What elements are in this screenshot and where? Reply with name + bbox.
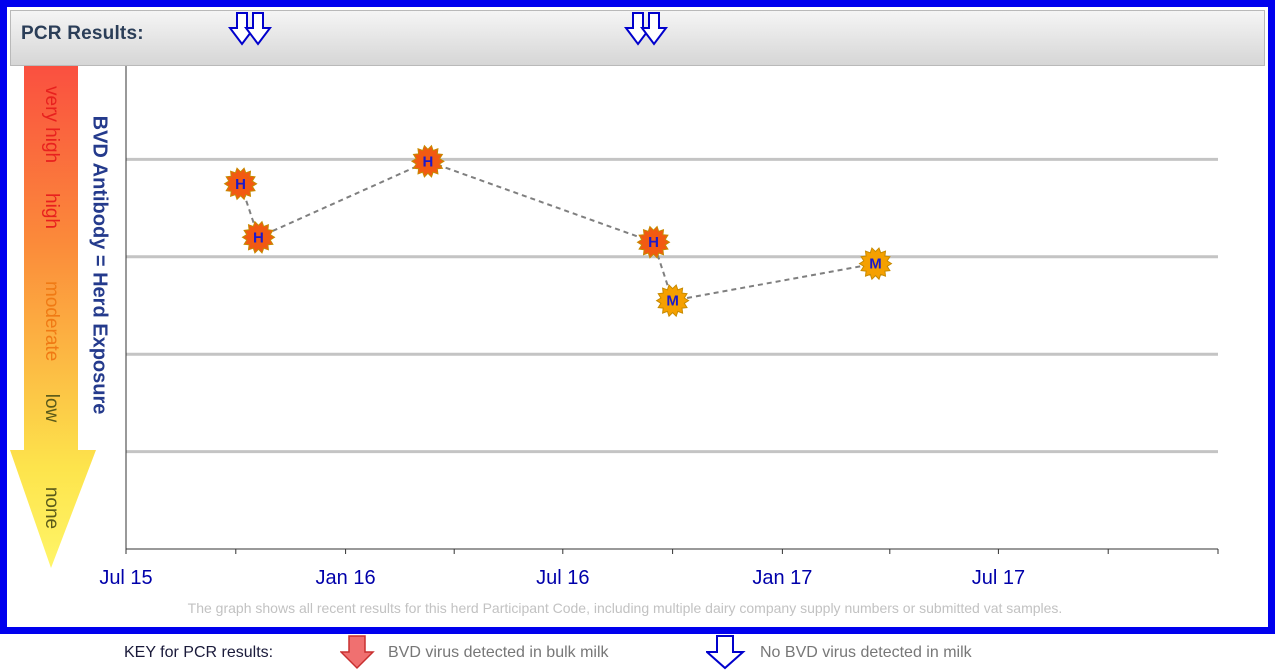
data-point <box>655 284 690 318</box>
series-line <box>239 160 876 302</box>
pcr-results-title: PCR Results: <box>21 23 144 44</box>
pcr-arrow <box>244 12 273 46</box>
data-point <box>636 225 671 259</box>
virus-detected-arrow-icon <box>340 635 375 670</box>
pcr-arrow <box>228 12 257 46</box>
data-point-label: H <box>235 176 246 193</box>
key-detected-label: BVD virus detected in bulk milk <box>388 644 609 661</box>
data-point <box>858 247 893 281</box>
data-point <box>223 167 258 201</box>
pcr-arrow <box>623 12 652 46</box>
data-point-label: H <box>648 234 659 251</box>
footnote: The graph shows all recent results for t… <box>187 600 1063 616</box>
data-point-label: H <box>423 153 434 170</box>
pcr-no-virus-arrow-icon <box>623 12 668 46</box>
x-tick-label: Jul 17 <box>972 567 1025 589</box>
exposure-scale: very high high moderate low none <box>8 66 100 570</box>
x-tick-label: Jan 16 <box>316 567 376 589</box>
plot-area: Jul 15 Jan 16 Jul 16 Jan 17 Jul 17 H H H H M M <box>99 66 1219 589</box>
data-point-label: H <box>253 229 264 246</box>
data-point <box>241 220 276 254</box>
pcr-no-virus-arrow-icon <box>228 12 273 46</box>
data-point-label: M <box>869 256 882 273</box>
pcr-arrow <box>639 12 668 46</box>
data-point <box>410 144 445 178</box>
x-tick-label: Jul 16 <box>536 567 589 589</box>
key-title: KEY for PCR results: <box>124 644 274 661</box>
exposure-arrow-icon <box>10 66 96 568</box>
no-virus-arrow-icon <box>706 635 746 670</box>
chart-frame <box>0 0 1275 634</box>
x-tick-label: Jan 17 <box>752 567 812 589</box>
x-tick-label: Jul 15 <box>99 567 152 589</box>
key-not-detected-label: No BVD virus detected in milk <box>760 644 972 661</box>
pcr-key: KEY for PCR results: BVD virus detected … <box>0 634 1275 672</box>
data-point-label: M <box>666 293 679 310</box>
